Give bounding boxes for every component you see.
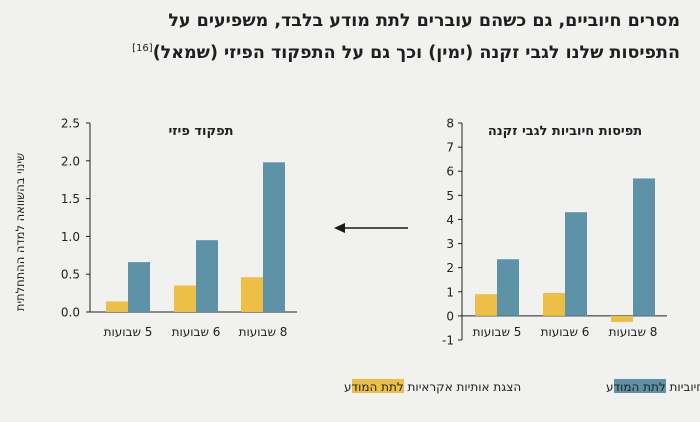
left-chart-bars [106, 162, 285, 312]
left-y-tick-label: 0.5 [61, 268, 80, 282]
arrow [334, 223, 408, 233]
left-bar-yellow-3 [241, 277, 263, 312]
left-y-tick-label: 2.0 [61, 154, 80, 168]
right-y-tick-label: 6 [446, 165, 454, 179]
left-chart-physical-function: תפקוד פיזי שינוי בהשוואה למדה ההתחלתית 0… [13, 117, 297, 339]
legend-label-yellow: הצגת אותיות אקראיות לתת המודע [344, 380, 521, 394]
right-y-tick-label: 0 [446, 309, 454, 323]
left-x-category-label: 8 שבועות [239, 325, 288, 339]
right-y-tick-label: 3 [446, 237, 454, 251]
right-bar-blue-2 [565, 212, 587, 316]
right-chart-axes: -1 0 1 2 3 4 5 6 7 8 5 שבועות 6 שבועות 8 שבועות [442, 117, 667, 348]
right-y-tick-label: 7 [446, 141, 454, 155]
legend: הצגת מילים חיוביות לתת המודע הצגת אותיות… [344, 379, 700, 394]
title-reference: [16] [132, 43, 153, 54]
left-x-category-label: 6 שבועות [172, 325, 221, 339]
left-y-tick-label: 1.0 [61, 230, 80, 244]
right-y-tick-label: 1 [446, 285, 454, 299]
left-bar-blue-3 [263, 162, 285, 312]
right-x-category-label: 6 שבועות [541, 325, 590, 339]
left-bar-blue-2 [196, 240, 218, 312]
right-y-tick-label: 5 [446, 189, 454, 203]
legend-label-blue: הצגת מילים חיוביות לתת המודע [606, 380, 700, 394]
right-bar-yellow-1 [475, 294, 497, 316]
left-y-tick-label: 1.5 [61, 192, 80, 206]
right-y-tick-label: 4 [446, 213, 454, 227]
y-axis-label: שינוי בהשוואה למדה ההתחלתית [13, 153, 27, 311]
right-bar-blue-1 [497, 259, 519, 316]
left-bar-blue-1 [128, 262, 150, 312]
right-x-category-label: 8 שבועות [609, 325, 658, 339]
left-bar-yellow-2 [174, 285, 196, 312]
left-bar-yellow-1 [106, 301, 128, 312]
left-y-tick-label: 0.0 [61, 306, 80, 320]
right-y-tick-label: 2 [446, 261, 454, 275]
right-y-tick-label: -1 [442, 334, 454, 348]
figure-title: מסרים חיוביים, גם כשהם עוברים לתת מודע ב… [40, 8, 680, 67]
left-x-category-label: 5 שבועות [104, 325, 153, 339]
title-line-2-text: התפיסות שלנו לגבי זקנה (ימין) וכך גם על … [152, 42, 680, 63]
right-y-tick-label: 8 [446, 117, 454, 131]
left-chart-title: תפקוד פיזי [168, 124, 233, 139]
title-line-2: התפיסות שלנו לגבי זקנה (ימין) וכך גם על … [40, 35, 680, 67]
left-y-tick-label: 2.5 [61, 117, 80, 131]
right-chart-title: תפיסות חיוביות לגבי זקנה [488, 124, 642, 139]
arrow-head [334, 223, 345, 233]
right-chart-age-perceptions: תפיסות חיוביות לגבי זקנה -1 0 1 2 3 4 5 6 7 8 5 שב… [442, 117, 667, 348]
right-bar-blue-3 [633, 178, 655, 316]
right-chart-bars [475, 178, 655, 322]
legend-swatch-yellow [352, 379, 404, 393]
right-bar-yellow-2 [543, 292, 565, 316]
title-line-1: מסרים חיוביים, גם כשהם עוברים לתת מודע ב… [168, 11, 680, 31]
right-x-category-label: 5 שבועות [473, 325, 522, 339]
right-bar-yellow-3 [611, 315, 633, 322]
legend-swatch-blue [614, 379, 666, 393]
